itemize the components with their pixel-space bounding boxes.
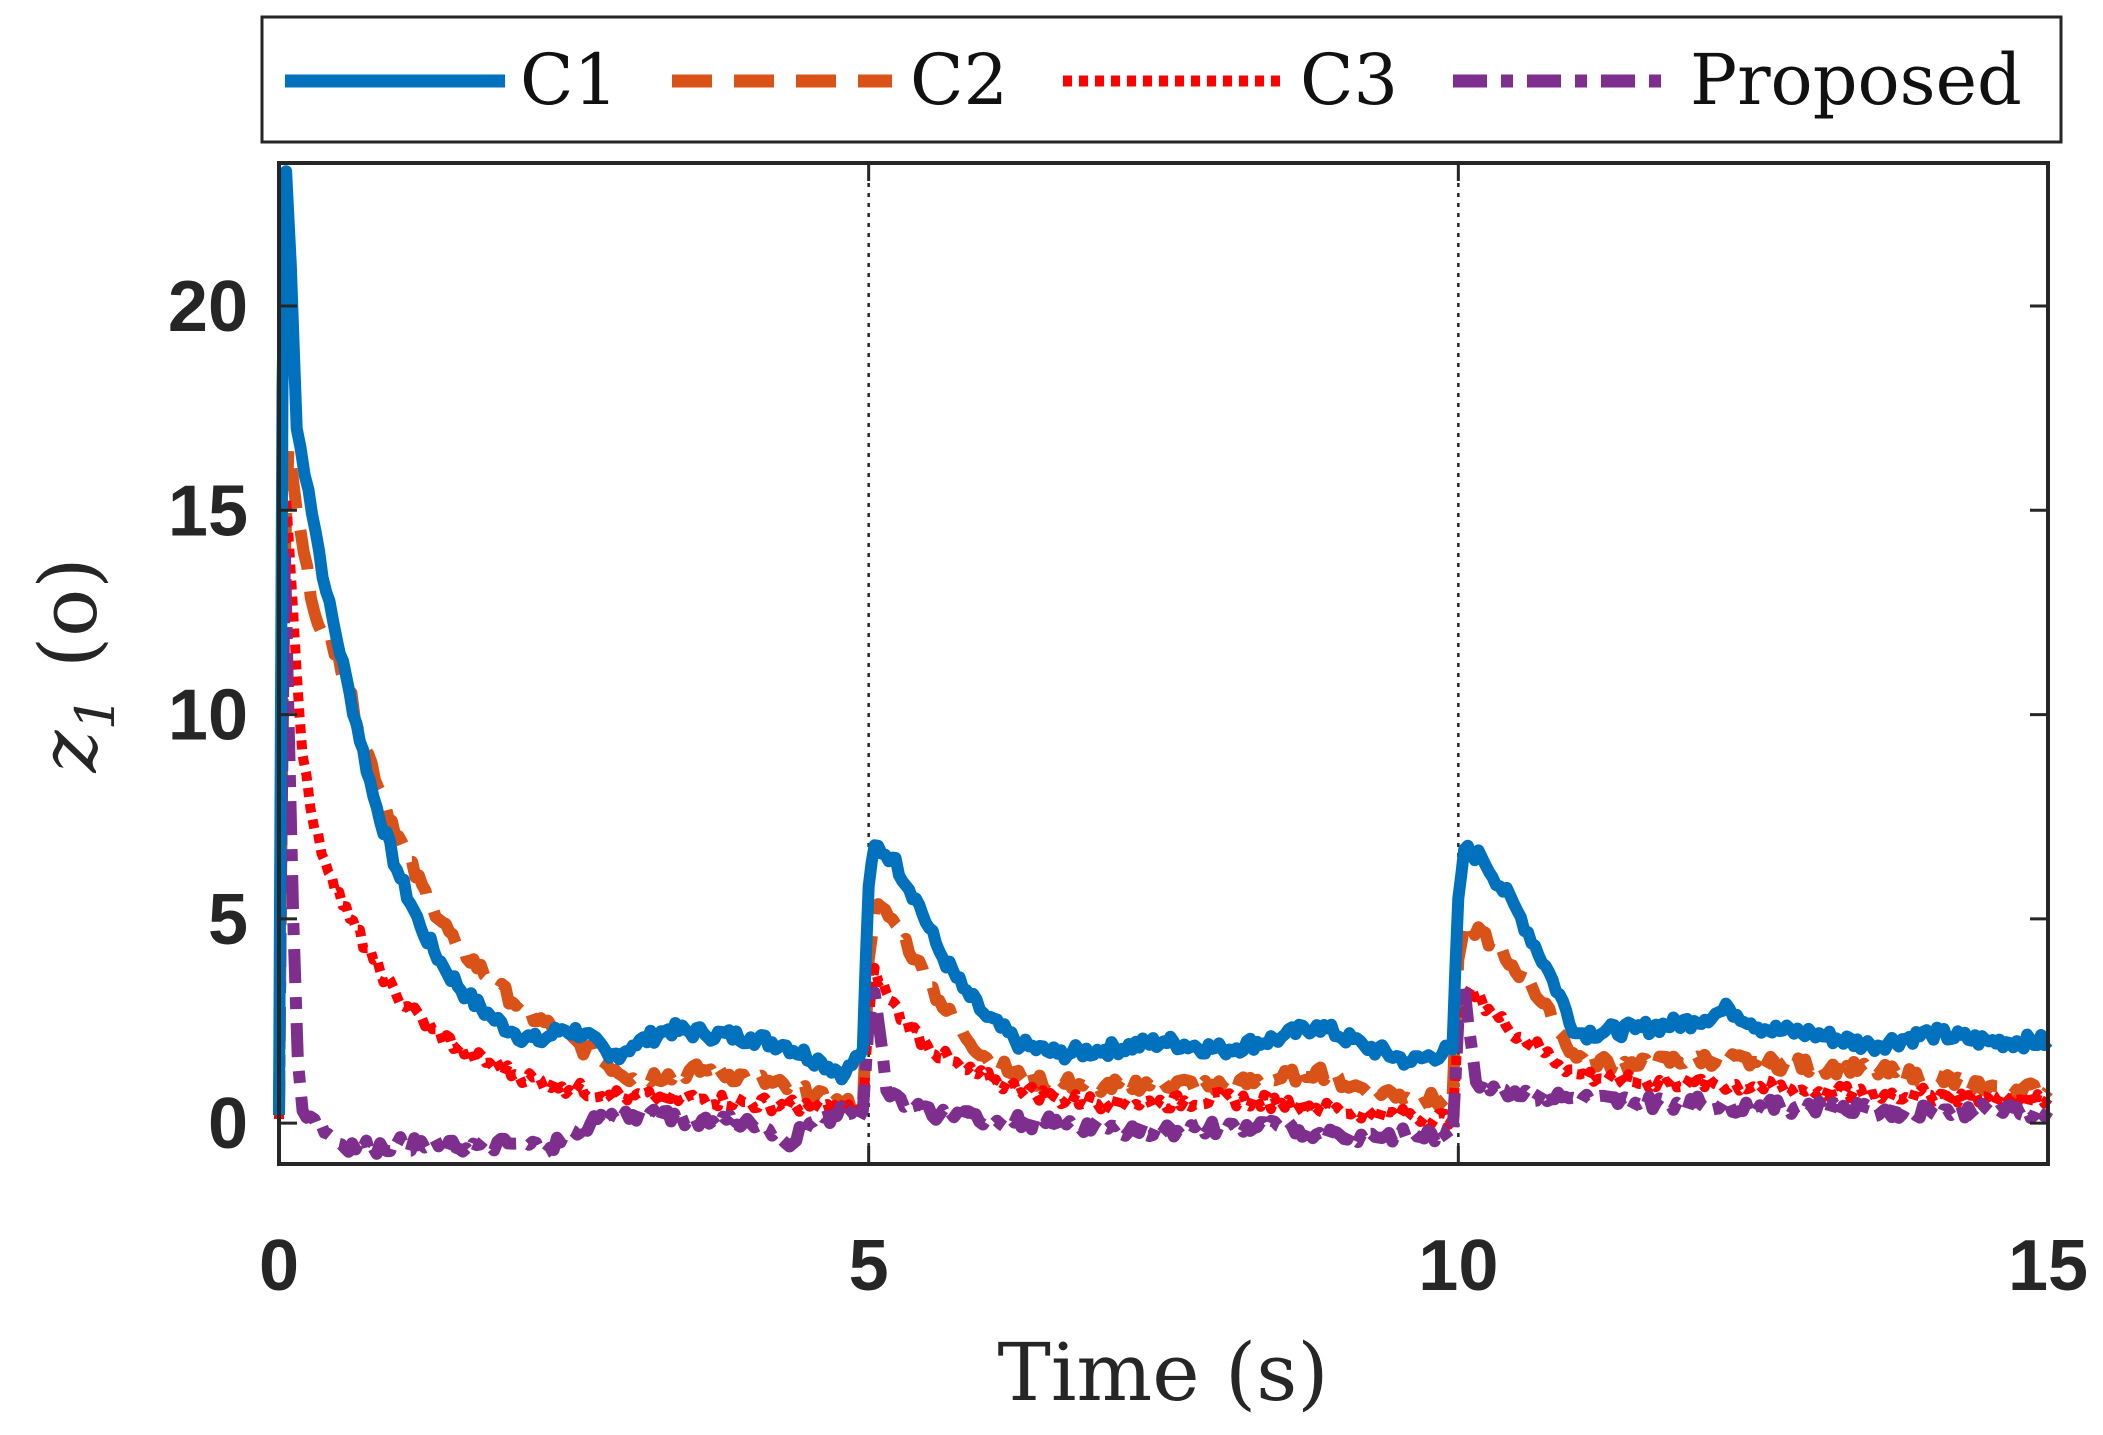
x-tick-label-2: 10 — [1418, 1226, 1498, 1306]
legend-label-c2: C2 — [910, 39, 1008, 121]
y-axis-label: z1 (o) — [22, 557, 127, 773]
x-axis-label: Time (s) — [997, 1326, 1328, 1419]
y-axis-label-unit: (o) — [22, 557, 115, 668]
y-axis-label-sub: 1 — [64, 696, 127, 730]
series-line-proposed — [273, 545, 2054, 1160]
y-axis-label-main: z — [22, 730, 115, 774]
legend-label-c1: C1 — [520, 39, 618, 121]
plot-frame — [277, 161, 2050, 1166]
series-layer — [273, 165, 2054, 1160]
axis-ticks: 0 5 10 15 0 5 10 15 20 — [168, 163, 2088, 1306]
x-tick-label-3: 15 — [2008, 1226, 2088, 1306]
legend-label-c3: C3 — [1300, 39, 1398, 121]
y-tick-label-1: 5 — [208, 880, 248, 960]
x-tick-label-1: 5 — [849, 1226, 889, 1306]
series-line-c1 — [273, 165, 2053, 1116]
x-tick-label-0: 0 — [259, 1226, 299, 1306]
legend-label-proposed: Proposed — [1690, 39, 2022, 121]
plot-area — [279, 163, 2048, 1164]
svg-text:z1(o): z1 (o) — [22, 557, 127, 773]
reference-lines — [867, 163, 1460, 1164]
y-tick-label-3: 15 — [168, 471, 248, 551]
legend: C1 C2 C3 Proposed — [260, 15, 2063, 144]
y-tick-label-4: 20 — [168, 267, 248, 347]
y-tick-label-2: 10 — [168, 676, 248, 756]
y-tick-label-0: 0 — [208, 1084, 248, 1164]
series-line-c3 — [274, 493, 2053, 1130]
